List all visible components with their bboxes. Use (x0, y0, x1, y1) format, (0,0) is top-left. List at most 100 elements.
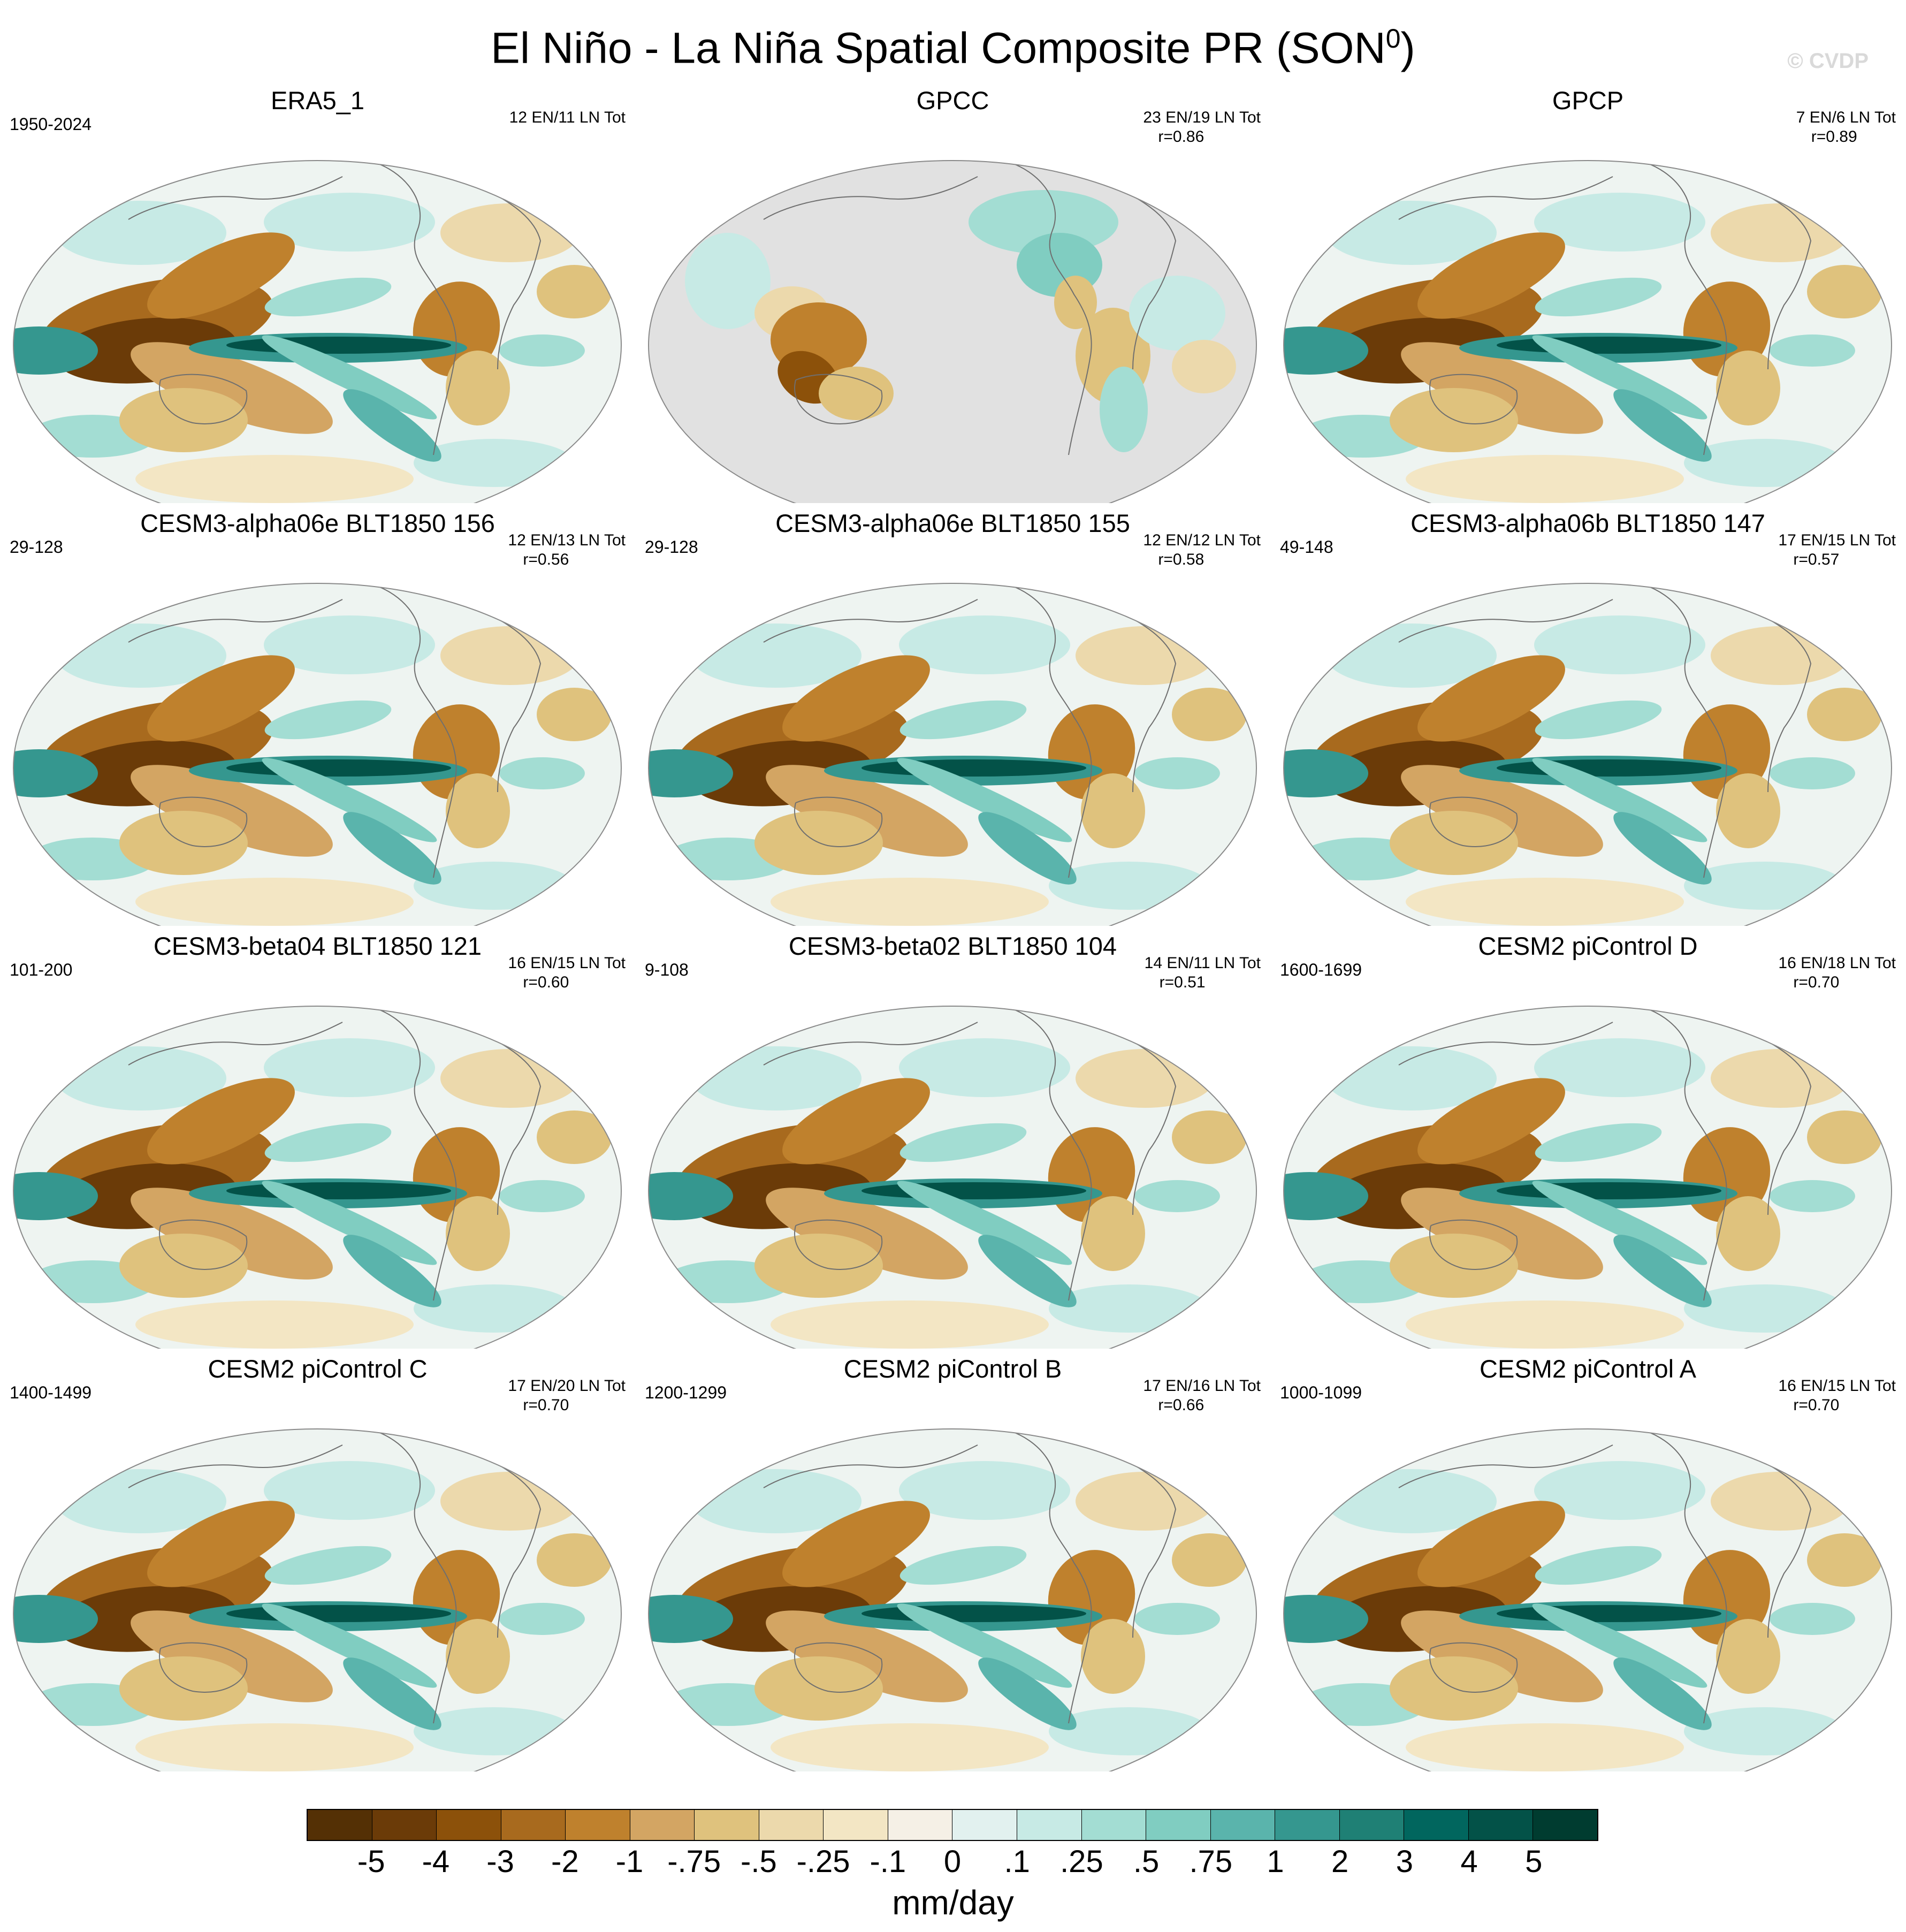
precip-anomaly-patch (1684, 1707, 1844, 1755)
colorbar-swatch (1404, 1810, 1469, 1840)
panel-event-counts: 12 EN/12 LN Tot r=0.58 (1143, 531, 1261, 569)
precip-anomaly-patch (899, 1546, 1027, 1585)
precip-anomaly-patch (13, 326, 98, 375)
colorbar-swatch (1146, 1810, 1211, 1840)
robinson-map (13, 1428, 622, 1771)
coastline (763, 176, 978, 220)
panel-years: 29-128 (10, 537, 63, 557)
colorbar-units: mm/day (892, 1883, 1014, 1922)
precip-anomaly-patch (1807, 265, 1882, 318)
panel-title: ERA5_1 (270, 86, 365, 115)
event-count-text: 12 EN/13 LN Tot (508, 531, 626, 549)
precip-anomaly-patch (1417, 655, 1565, 742)
panel-years: 1200-1299 (645, 1383, 727, 1402)
precip-anomaly-patch (1406, 1300, 1684, 1349)
colorbar-swatch (695, 1810, 759, 1840)
event-count-text: 16 EN/15 LN Tot (1778, 1377, 1896, 1395)
precip-anomaly-patch (499, 1603, 585, 1635)
precip-anomaly-patch (264, 193, 435, 252)
precip-anomaly-patch (1532, 335, 1707, 420)
coastline (1116, 610, 1177, 793)
map-panel: GPCP 7 EN/6 LN Tot r=0.89 (1270, 80, 1905, 503)
title-text: El Niño - La Niña Spatial Composite PR (… (491, 24, 1386, 73)
precip-anomaly-patch (649, 1172, 733, 1220)
precip-anomaly-patch (1417, 232, 1565, 319)
robinson-map (648, 160, 1257, 503)
panel-years: 1400-1499 (10, 1383, 92, 1402)
coastline (1004, 583, 1092, 878)
precip-anomaly-patch (1770, 1603, 1855, 1635)
precip-anomaly-patch (1417, 1501, 1565, 1587)
panel-event-counts: 16 EN/15 LN Tot r=0.70 (1778, 1376, 1896, 1415)
precip-anomaly-patch (1406, 455, 1684, 503)
precip-anomaly-patch (147, 1501, 295, 1587)
precip-anomaly-patch (1532, 1603, 1707, 1688)
precip-anomaly-patch (1807, 1533, 1882, 1587)
coastline (128, 1022, 343, 1066)
precip-anomaly-patch (1497, 759, 1721, 777)
precip-anomaly-patch (1401, 342, 1603, 434)
coastline (1398, 176, 1613, 220)
map-border (1283, 583, 1892, 926)
figure-title: El Niño - La Niña Spatial Composite PR (… (0, 12, 1906, 75)
precip-anomaly-patch (537, 265, 612, 318)
colorbar (307, 1809, 1598, 1841)
coastline (1398, 599, 1613, 643)
precip-anomaly-patch (262, 758, 437, 842)
coastline (1639, 1006, 1727, 1301)
panel-event-counts: 16 EN/18 LN Tot r=0.70 (1778, 954, 1896, 992)
precip-anomaly-patch (1534, 193, 1705, 252)
coastline (1751, 1455, 1812, 1638)
precip-anomaly-patch (1716, 1619, 1780, 1694)
panel-event-counts: 14 EN/11 LN Tot r=0.51 (1145, 954, 1261, 992)
pattern-correlation: r=0.66 (1158, 1396, 1204, 1414)
precip-anomaly-patch (13, 749, 98, 797)
precip-anomaly-patch (537, 1110, 612, 1164)
precip-anomaly-patch (1684, 862, 1844, 910)
precip-anomaly-patch (1049, 1284, 1209, 1333)
precip-anomaly-patch (499, 757, 585, 789)
colorbar-swatch (888, 1810, 953, 1840)
title-close: ) (1400, 24, 1415, 73)
precip-anomaly-patch (978, 1235, 1077, 1307)
precip-anomaly-patch (1049, 862, 1209, 910)
colorbar-swatch (1275, 1810, 1340, 1840)
colorbar-swatch (437, 1810, 501, 1840)
coastline (128, 176, 343, 220)
map-border (13, 1006, 622, 1349)
coastline (369, 1429, 457, 1724)
precip-anomaly-patch (1535, 1123, 1662, 1162)
panel-title: GPCP (1552, 86, 1624, 115)
colorbar-swatch (308, 1810, 372, 1840)
panel-event-counts: 16 EN/15 LN Tot r=0.60 (508, 954, 626, 992)
precip-anomaly-patch (135, 455, 414, 503)
panel-title: CESM3-alpha06e BLT1850 156 (140, 509, 495, 537)
coastline (1398, 1022, 1613, 1066)
colorbar-tick-label: 0 (943, 1844, 962, 1879)
precip-anomaly-patch (1129, 276, 1225, 351)
event-count-text: 17 EN/16 LN Tot (1143, 1377, 1261, 1395)
pattern-correlation: r=0.57 (1793, 551, 1840, 568)
panel-event-counts: 17 EN/15 LN Tot r=0.57 (1778, 531, 1896, 569)
precip-anomaly-patch (343, 1657, 441, 1730)
precip-anomaly-patch (1081, 1619, 1145, 1694)
panel-event-counts: 23 EN/19 LN Tot r=0.86 (1143, 108, 1261, 147)
map-border (648, 583, 1257, 926)
colorbar-tick-label: 4 (1460, 1844, 1478, 1879)
precip-anomaly-patch (1100, 367, 1148, 452)
robinson-map (1283, 583, 1892, 926)
map-panel: GPCC 23 EN/19 LN Tot r=0.86 (635, 80, 1270, 503)
robinson-map (13, 583, 622, 926)
pattern-correlation: r=0.70 (1793, 1396, 1840, 1414)
map-panel: CESM2 piControl B 1200-1299 17 EN/16 LN To… (635, 1349, 1270, 1771)
colorbar-tick-label: .1 (1004, 1844, 1030, 1879)
coastline (481, 610, 542, 793)
panel-event-counts: 17 EN/20 LN Tot r=0.70 (508, 1376, 626, 1415)
coastline (159, 796, 248, 847)
precip-anomaly-patch (766, 765, 968, 857)
precip-anomaly-patch (1401, 1188, 1603, 1280)
precip-anomaly-patch (899, 1461, 1070, 1520)
panel-years: 49-148 (1280, 537, 1333, 557)
map-panel: ERA5_1 1950-2024 12 EN/11 LN Tot (0, 80, 635, 503)
event-count-text: 12 EN/11 LN Tot (509, 109, 626, 126)
